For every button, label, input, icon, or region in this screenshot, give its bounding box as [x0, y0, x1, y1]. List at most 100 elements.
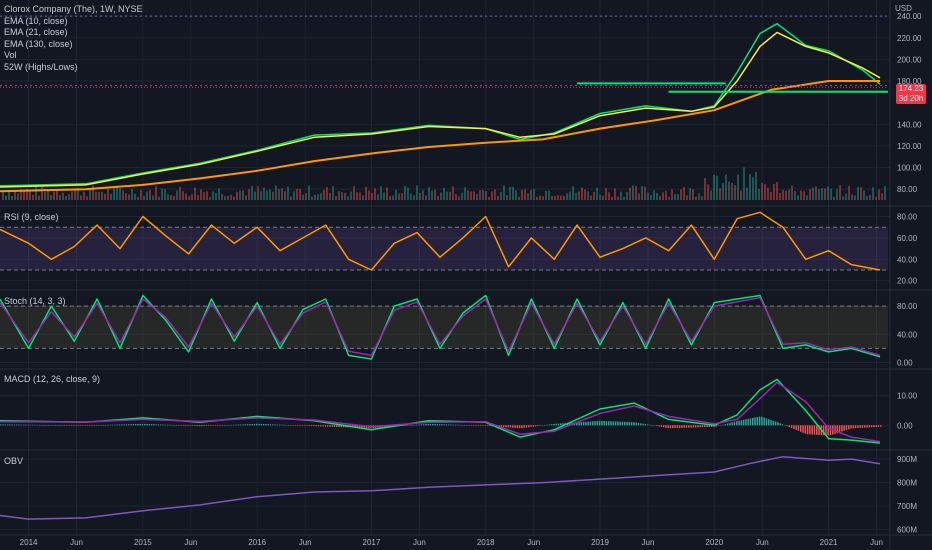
- obv-pane-label[interactable]: OBV: [4, 456, 24, 466]
- macd-histogram-bar: [141, 423, 144, 426]
- macd-histogram-bar: [464, 425, 466, 426]
- volume-bar: [200, 189, 202, 200]
- volume-bar: [533, 188, 535, 200]
- volume-bar: [872, 187, 874, 200]
- volume-bar: [65, 196, 67, 200]
- volume-bar: [449, 191, 451, 200]
- macd-histogram-bar: [619, 421, 621, 426]
- volume-bar: [554, 196, 556, 200]
- macd-histogram-bar: [333, 425, 336, 427]
- volume-bar: [491, 191, 493, 200]
- macd-histogram-bar: [340, 425, 343, 428]
- volume-bar: [92, 185, 94, 200]
- volume-bar: [503, 185, 505, 200]
- indicator-bands: [0, 226, 888, 349]
- macd-histogram-bar: [105, 424, 107, 426]
- volume-bar: [95, 191, 97, 200]
- macd-histogram-bar: [160, 424, 162, 426]
- last-price-value: 174.23: [898, 84, 924, 93]
- macd-pane-label[interactable]: MACD (12, 26, close, 9): [4, 374, 101, 384]
- volume-bar: [371, 192, 373, 200]
- legend-volume[interactable]: Vol: [4, 50, 17, 60]
- volume-bar: [680, 189, 682, 200]
- macd-histogram-bar: [553, 423, 555, 426]
- volume-bar: [677, 194, 679, 200]
- macd-histogram-bar: [674, 425, 676, 429]
- macd-histogram-bar: [507, 425, 509, 428]
- volume-bar: [476, 194, 478, 200]
- macd-histogram-bar: [322, 425, 324, 427]
- volume-bar: [494, 189, 496, 200]
- volume-bar: [581, 187, 583, 200]
- volume-bar: [647, 192, 649, 200]
- macd-histogram-bar: [228, 424, 231, 426]
- legend-ema130[interactable]: EMA (130, close): [4, 38, 73, 49]
- macd-histogram-bar: [155, 424, 157, 426]
- volume-bar: [308, 185, 310, 200]
- macd-histogram-bar: [436, 424, 439, 426]
- volume-bar: [563, 195, 565, 200]
- macd-histogram-bar: [592, 421, 594, 426]
- macd-histogram-bar: [768, 419, 770, 426]
- macd-histogram-bar: [324, 425, 327, 427]
- macd-histogram-bar: [694, 425, 697, 428]
- price-axis-label: 180.00: [897, 77, 922, 86]
- macd-histogram-bar: [752, 417, 754, 426]
- macd-histogram-bar: [64, 425, 66, 426]
- price-axis-label: 200.00: [897, 55, 922, 64]
- macd-histogram-bar: [521, 425, 523, 429]
- stoch-pane-label[interactable]: Stoch (14, 3, 3): [4, 296, 66, 306]
- macd-histogram-bar: [43, 424, 45, 426]
- volume-bar: [248, 189, 250, 200]
- volume-bar: [719, 188, 721, 200]
- macd-histogram-bar: [123, 424, 125, 426]
- volume-bar: [830, 188, 832, 200]
- macd-histogram-bar: [585, 421, 587, 426]
- volume-bar: [368, 190, 370, 200]
- volume-bar: [443, 187, 445, 200]
- volume-bar: [254, 191, 256, 200]
- macd-histogram-bar: [443, 424, 445, 426]
- macd-histogram-bar: [406, 425, 409, 426]
- volume-bar: [419, 192, 421, 200]
- macd-histogram-bar: [249, 424, 251, 426]
- macd-histogram-bar: [532, 425, 535, 427]
- macd-histogram-bar: [644, 424, 647, 426]
- legend-52w[interactable]: 52W (Highs/Lows): [4, 61, 78, 72]
- volume-bar: [101, 191, 103, 200]
- volume-bar: [77, 187, 79, 200]
- macd-histogram-bar: [790, 425, 793, 429]
- volume-bar: [131, 188, 133, 200]
- legend-ema10[interactable]: EMA (10, close): [4, 15, 68, 26]
- rsi-pane-label[interactable]: RSI (9, close): [4, 212, 59, 222]
- legend-ema21[interactable]: EMA (21, close): [4, 27, 68, 37]
- volume-bar: [728, 181, 730, 200]
- macd-histogram-bar: [361, 425, 363, 428]
- macd-histogram-bar: [582, 421, 585, 426]
- chart-title[interactable]: Clorox Company (The), 1W, NYSE: [4, 4, 143, 14]
- volume-bar: [383, 192, 385, 200]
- volume-bar: [80, 195, 82, 200]
- volume-bar: [470, 191, 472, 200]
- macd-histogram-bar: [180, 425, 183, 426]
- macd-histogram-bar: [726, 423, 729, 426]
- volume-bar: [197, 195, 199, 200]
- macd-histogram-bar: [829, 425, 832, 436]
- volume-bar: [158, 196, 160, 200]
- volume-bar: [398, 193, 400, 200]
- macd-histogram-bar: [208, 425, 210, 426]
- macd-histogram-bar: [310, 425, 313, 427]
- macd-histogram-bar: [313, 425, 315, 427]
- macd-histogram-bar: [445, 424, 448, 426]
- macd-histogram-bar: [788, 425, 791, 428]
- macd-histogram-bar: [546, 424, 548, 426]
- volume-bar: [671, 189, 673, 200]
- volume-bar: [89, 188, 91, 200]
- macd-histogram-bar: [278, 424, 281, 426]
- volume-bar: [722, 182, 724, 200]
- macd-histogram-bar: [880, 425, 882, 427]
- macd-histogram-bar: [861, 425, 864, 428]
- volume-bar: [44, 191, 46, 200]
